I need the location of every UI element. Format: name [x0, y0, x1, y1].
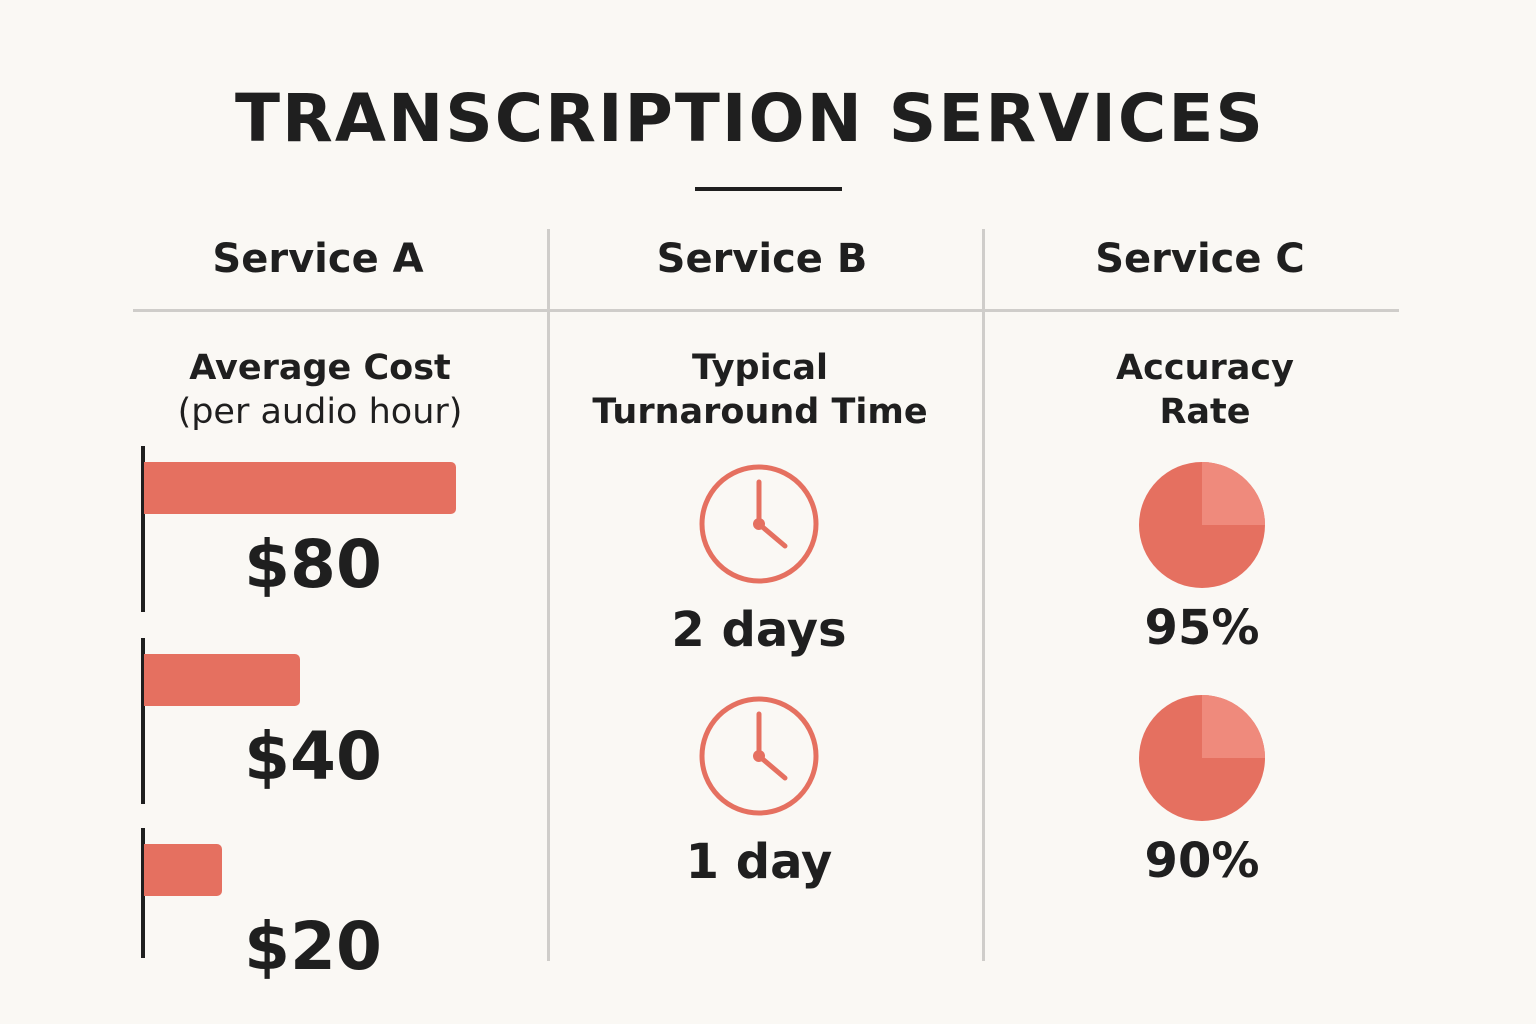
- cost-bar-3: [144, 844, 222, 896]
- bar-axis-line: [141, 828, 145, 958]
- metric-label-average-cost: Average Cost (per audio hour): [150, 346, 490, 434]
- metric-label-line2: Rate: [1159, 392, 1251, 432]
- accuracy-pie-1: [1139, 462, 1265, 588]
- turnaround-value-label: 2 days: [671, 602, 847, 658]
- pie-slice-highlight: [1202, 462, 1265, 525]
- bar-axis-line: [141, 446, 145, 612]
- metric-label-turnaround-time: Typical Turnaround Time: [580, 346, 940, 434]
- accuracy-pie-2: [1139, 695, 1265, 821]
- metric-label-line2: (per audio hour): [177, 392, 463, 432]
- header-divider: [133, 309, 1399, 312]
- metric-label-line1: Typical: [692, 348, 828, 388]
- accuracy-value-label: 90%: [1144, 833, 1260, 889]
- cost-value-label: $20: [244, 908, 382, 985]
- cost-value-label: $40: [244, 718, 382, 795]
- clock-icon: [699, 696, 819, 816]
- chart-title: TRANSCRIPTION SERVICES: [235, 80, 1265, 157]
- column-divider-2: [982, 229, 985, 961]
- metric-label-line2: Turnaround Time: [592, 392, 928, 432]
- metric-label-accuracy-rate: Accuracy Rate: [1055, 346, 1355, 434]
- cost-bar-1: [144, 462, 456, 514]
- pie-slice-highlight: [1202, 695, 1265, 758]
- bar-axis-line: [141, 638, 145, 804]
- column-header-service-a: Service A: [212, 236, 424, 282]
- cost-value-label: $80: [244, 526, 382, 603]
- column-divider-1: [547, 229, 550, 961]
- metric-label-line1: Accuracy: [1116, 348, 1294, 388]
- cost-bar-2: [144, 654, 300, 706]
- column-header-service-c: Service C: [1095, 236, 1305, 282]
- title-underline: [695, 187, 842, 191]
- clock-icon: [699, 464, 819, 584]
- accuracy-value-label: 95%: [1144, 600, 1260, 656]
- column-header-service-b: Service B: [656, 236, 868, 282]
- metric-label-line1: Average Cost: [189, 348, 451, 388]
- turnaround-value-label: 1 day: [685, 834, 833, 890]
